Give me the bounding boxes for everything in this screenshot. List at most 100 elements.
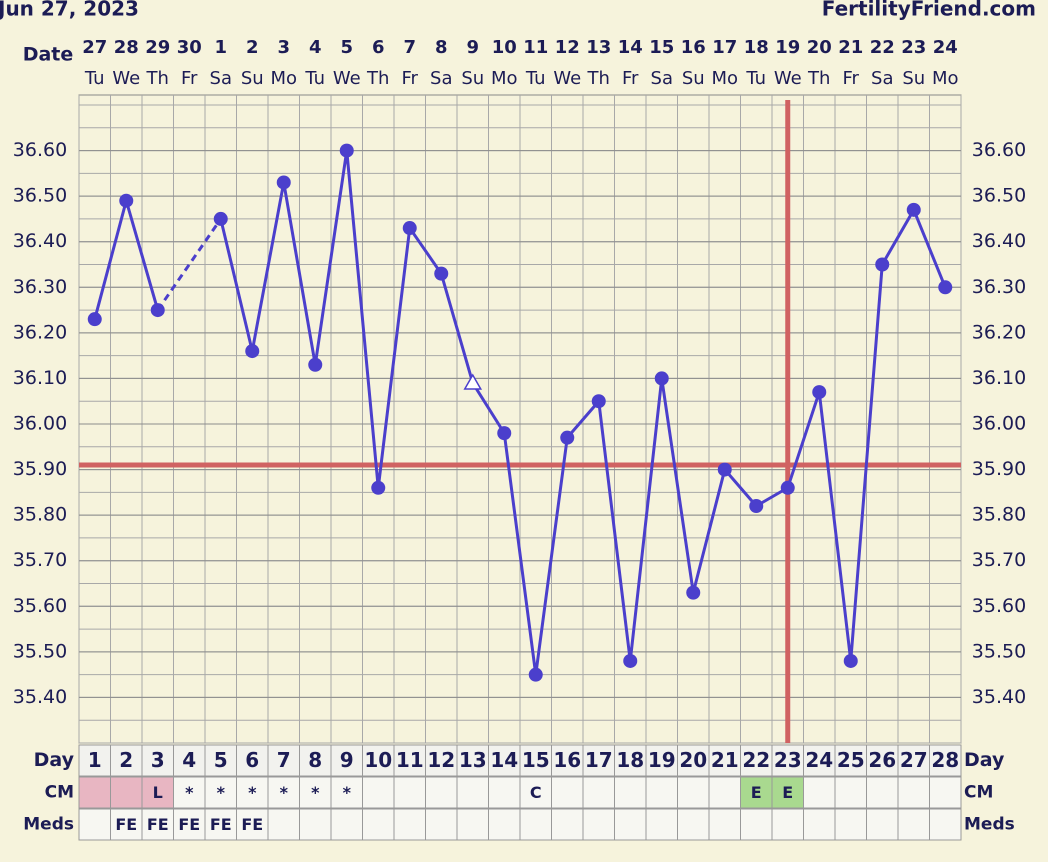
row-label-right: CM [964,783,993,803]
weekday-label: Th [146,68,169,89]
table-cell [299,776,332,809]
cm-entry: * [185,783,194,802]
table-cell [803,808,836,841]
table-cell [393,776,426,809]
y2-tick-label: 36.40 [972,230,1026,252]
cm-entry: * [248,783,257,802]
table-cell [551,776,584,809]
table-cell [740,744,773,777]
weekday-label: Su [241,68,264,89]
date-label: 16 [681,37,706,58]
point [528,667,543,682]
meds-entry: FE [241,815,263,834]
table-cell [929,808,962,841]
weekday-label: Mo [491,68,518,89]
chart-title: Jun 27, 2023 [0,0,139,21]
table-cell [78,776,111,809]
weekday-label: Su [461,68,484,89]
point [245,344,260,359]
table-cell [708,808,741,841]
date-label: 12 [555,37,580,58]
point [371,480,386,495]
table-cell [740,776,773,809]
table-cell [582,776,615,809]
weekday-label: We [333,68,361,89]
table-cell [173,808,206,841]
table-cell [488,808,521,841]
cm-entry: C [530,783,542,802]
weekday-label: Fr [402,68,419,89]
meds-entry: FE [210,815,232,834]
day-number: 8 [308,748,322,772]
day-number: 7 [277,748,291,772]
weekday-label: Mo [711,68,738,89]
row-label: CM [45,783,74,803]
table-cell [425,744,458,777]
y-tick-label: 35.40 [13,686,67,708]
point [150,303,165,318]
y2-tick-label: 35.60 [972,595,1026,617]
cm-entry: E [782,783,793,802]
y2-tick-label: 36.60 [972,139,1026,161]
day-number: 2 [119,748,133,772]
point [87,312,102,327]
day-number: 14 [490,748,518,772]
table-cell [645,744,678,777]
table-cell [173,776,206,809]
table-cell [834,808,867,841]
table-cell [740,808,773,841]
table-cell [582,808,615,841]
table-cell [803,744,836,777]
day-number: 24 [805,748,833,772]
day-number: 17 [585,748,613,772]
table-cell [173,744,206,777]
point [654,371,669,386]
point [623,653,638,668]
table-cell [110,744,143,777]
point [339,143,354,158]
table-cell [929,776,962,809]
table-cell [614,744,647,777]
weekday-label: Sa [871,68,893,89]
weekday-label: We [112,68,140,89]
y-tick-label: 35.60 [13,595,67,617]
table-cell [897,776,930,809]
y-tick-label: 35.80 [13,504,67,526]
weekday-label: Fr [622,68,639,89]
date-label: 22 [870,37,895,58]
day-number: 11 [396,748,424,772]
table-cell [519,776,552,809]
table-cell [330,808,363,841]
point [434,266,449,281]
y-tick-label: 36.60 [13,139,67,161]
table-cell [425,776,458,809]
date-label: 5 [340,37,353,58]
table-cell [771,776,804,809]
point [119,193,134,208]
table-cell [141,808,174,841]
weekday-label: We [553,68,581,89]
weekday-label: Fr [181,68,198,89]
point [308,357,323,372]
date-label: 18 [744,37,769,58]
table-cell [708,744,741,777]
table-cell [141,776,174,809]
table-cell [425,808,458,841]
y2-tick-label: 35.50 [972,640,1026,662]
weekday-label: Th [807,68,830,89]
meds-entry: FE [178,815,200,834]
table-cell [110,776,143,809]
point [497,426,512,441]
day-number: 1 [88,748,102,772]
table-cell [866,776,899,809]
day-number: 5 [214,748,228,772]
weekday-label: Tu [84,68,105,89]
cm-entry: * [343,783,352,802]
table-cell [803,776,836,809]
table-cell [677,744,710,777]
temperature-line [219,150,947,675]
weekday-label: Sa [210,68,232,89]
weekday-label: Tu [745,68,766,89]
